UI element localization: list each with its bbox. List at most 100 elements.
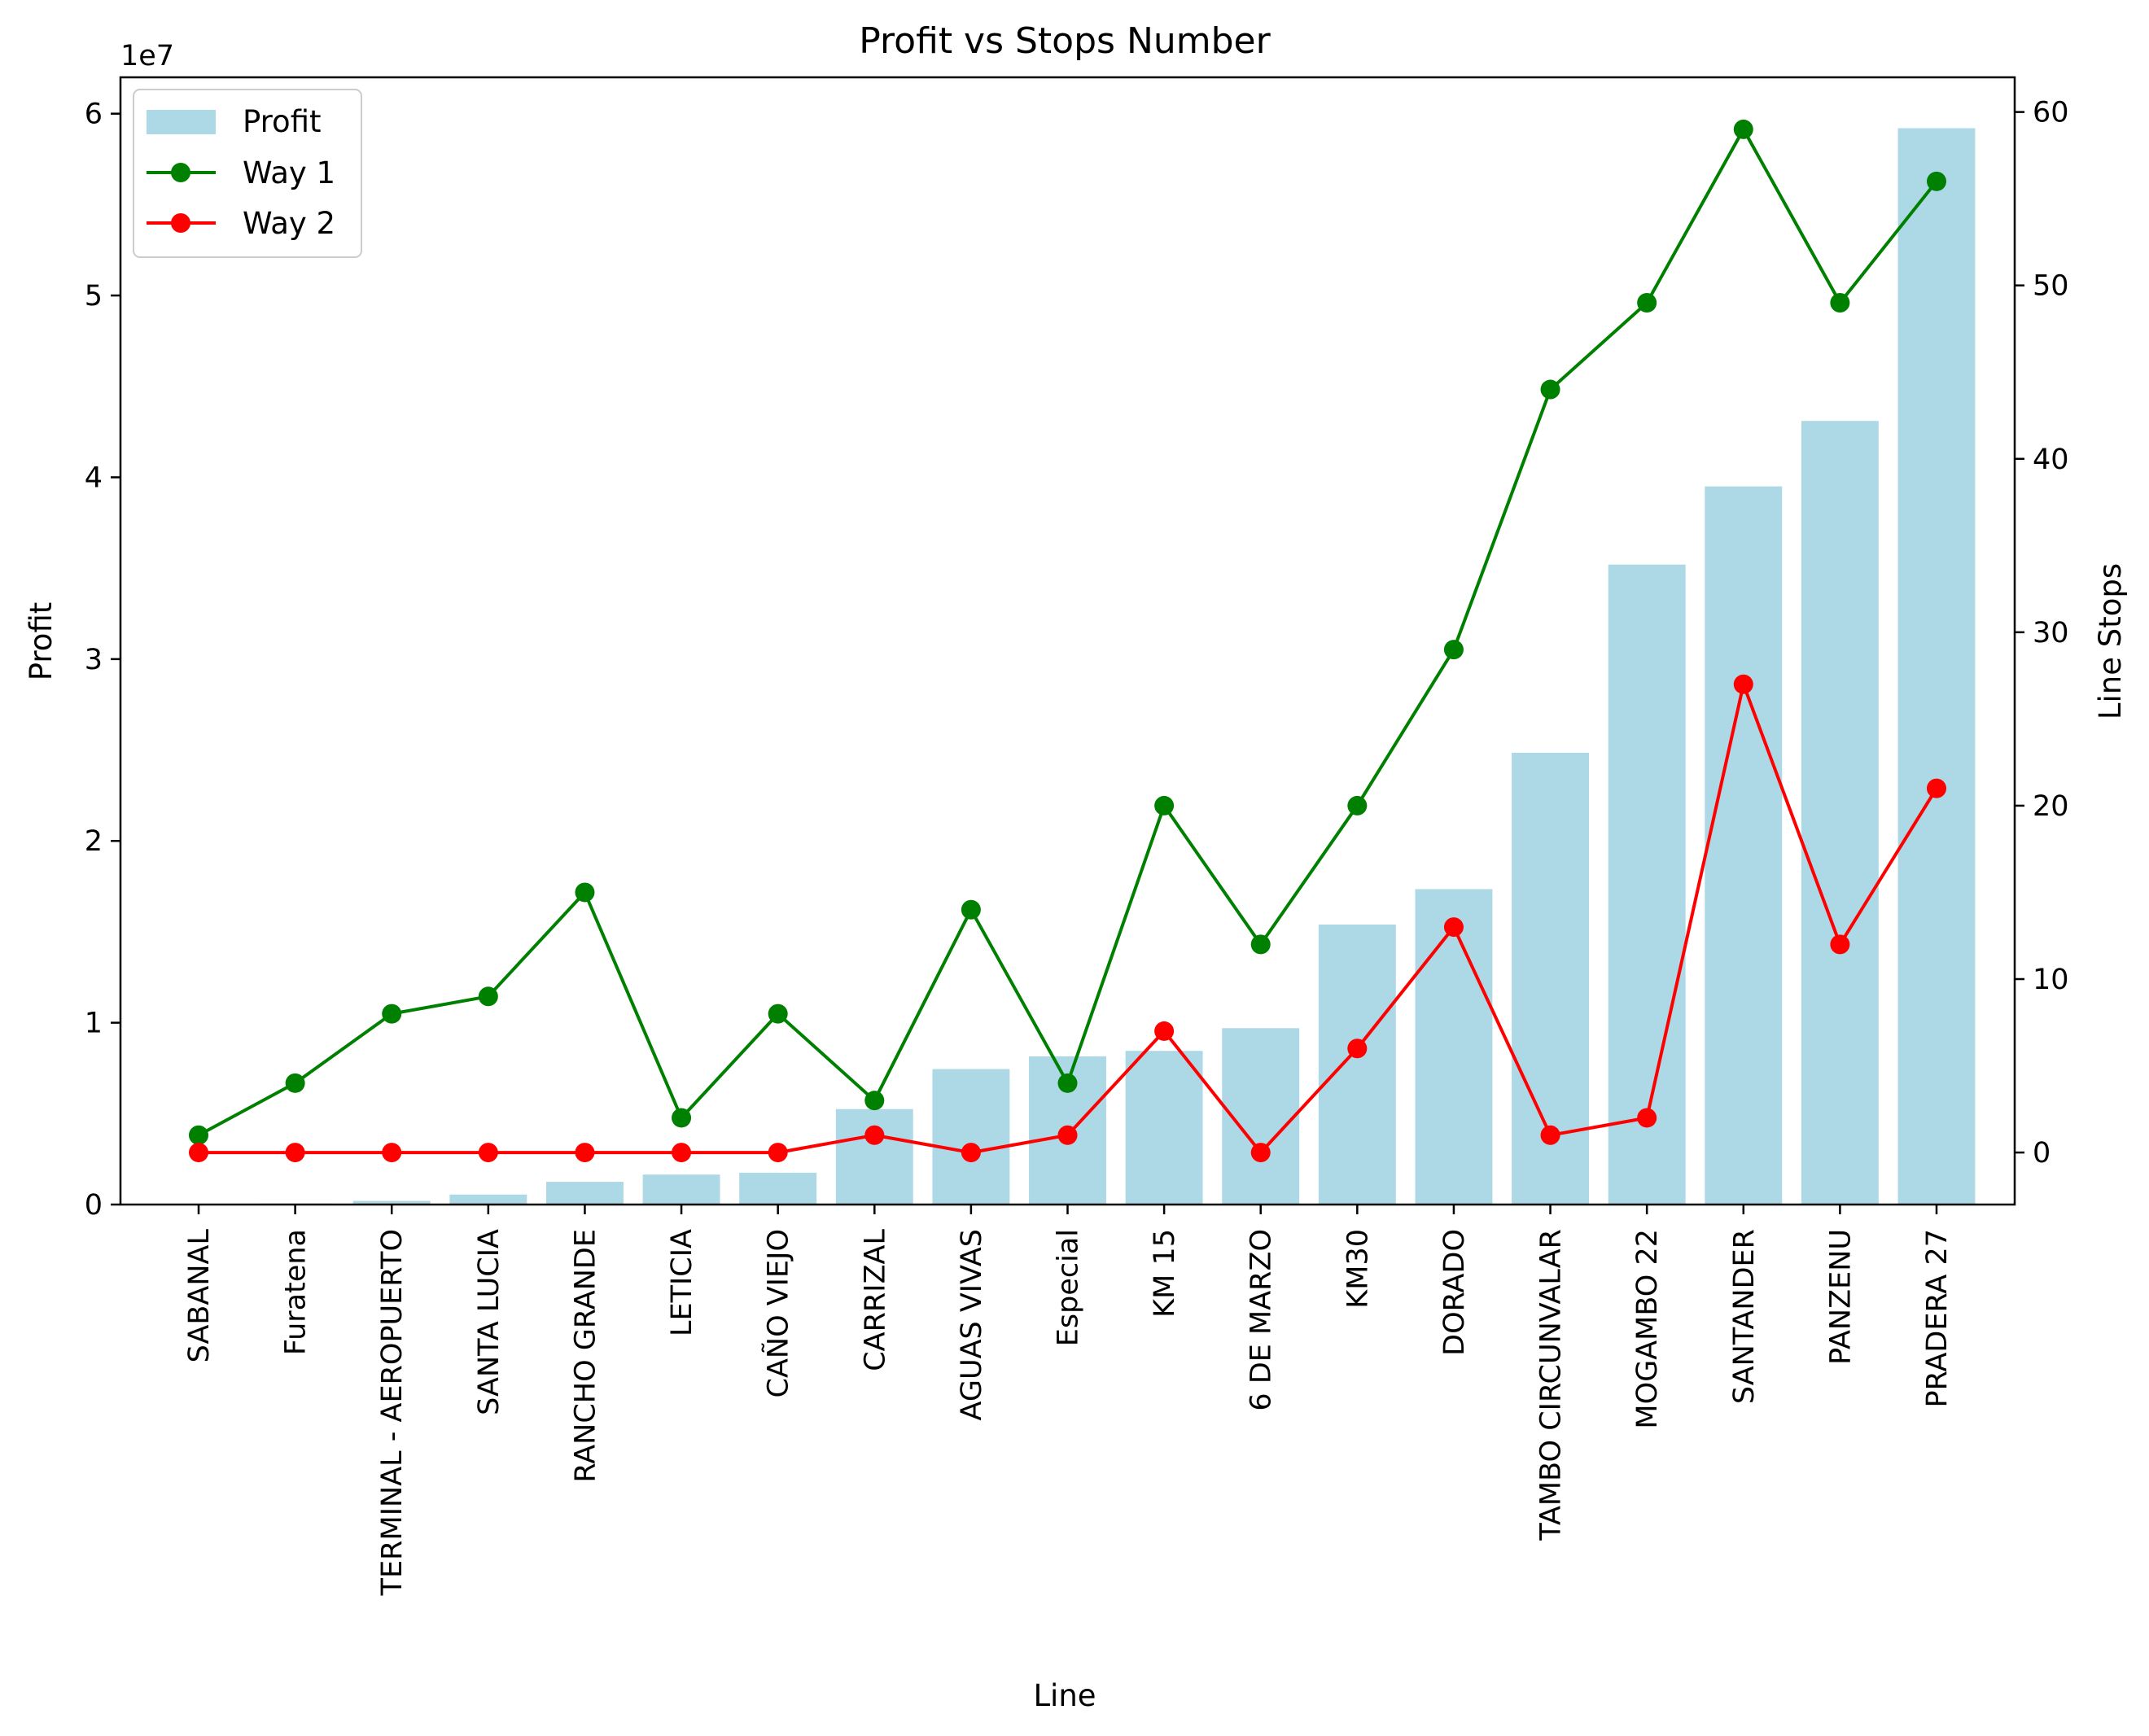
point-way-2-furatena (285, 1143, 305, 1163)
y-offset-text: 1e7 (120, 40, 174, 72)
point-way-1-furatena (285, 1073, 305, 1093)
y-tick-label: 1 (85, 1008, 103, 1040)
point-way-2-tambo-circunvalar (1540, 1125, 1560, 1145)
point-way-1-sabanal (189, 1125, 208, 1145)
x-tick-label-mogambo-22: MOGAMBO 22 (1631, 1229, 1664, 1429)
x-tick-label-santander: SANTANDER (1728, 1229, 1761, 1404)
y-axis-left: 0 1 2 3 4 5 6 (85, 98, 120, 1222)
point-way-2-leticia (672, 1143, 692, 1163)
bar-leticia (642, 1174, 720, 1205)
x-tick-label-leticia: LETICIA (666, 1229, 698, 1336)
legend-marker-way-2 (171, 213, 190, 233)
point-way-2-km30 (1347, 1039, 1368, 1059)
x-axis: SABANAL Furatena TERMINAL - AEROPUERTO SANT… (183, 1205, 1954, 1596)
y-tick-label: 3 (85, 644, 103, 676)
point-way-1-km30 (1347, 795, 1368, 816)
point-way-1-tambo-circunvalar (1540, 379, 1560, 400)
y-tick-label: 6 (85, 98, 103, 131)
y2-tick-label: 10 (2033, 964, 2069, 996)
point-way-2-santander (1733, 674, 1753, 694)
point-way-1-6-de-marzo (1250, 934, 1271, 955)
point-way-2-mogambo-22 (1637, 1108, 1657, 1128)
x-tick-label-rancho-grande: RANCHO GRANDE (569, 1229, 602, 1483)
legend-swatch-profit (147, 110, 216, 134)
y-tick-label: 2 (85, 825, 103, 858)
point-way-2-6-de-marzo (1250, 1143, 1271, 1163)
bar-km30 (1318, 924, 1396, 1205)
bar-carrizal (835, 1109, 913, 1205)
bar-aguas-vivas (932, 1069, 1010, 1205)
chart-title: Profit vs Stops Number (859, 20, 1271, 62)
bar-6-de-marzo (1222, 1028, 1300, 1205)
point-way-1-santa-lucia (478, 986, 498, 1007)
x-tick-label-km-15: KM 15 (1149, 1229, 1181, 1318)
bar-terminal-aeropuerto (352, 1200, 431, 1205)
point-way-1-dorado (1443, 640, 1464, 660)
legend-label-way-1: Way 1 (243, 155, 335, 190)
bars-layer (256, 128, 1976, 1205)
point-way-2-pradera-27 (1927, 778, 1946, 798)
bar-dorado (1415, 889, 1493, 1205)
x-tick-label-sabanal: SABANAL (183, 1229, 216, 1363)
y-axis-right: 0 10 20 30 40 50 60 (2015, 97, 2069, 1170)
legend-label-profit: Profit (243, 104, 322, 139)
legend: Profit Way 1 Way 2 (133, 89, 362, 258)
point-way-1-km-15 (1154, 795, 1175, 816)
point-way-1-santander (1733, 119, 1753, 139)
x-tick-label-furatena: Furatena (280, 1229, 313, 1355)
lines-layer (189, 119, 1946, 1163)
y2-tick-label: 50 (2033, 270, 2069, 303)
point-way-2-rancho-grande (575, 1143, 595, 1163)
point-way-2-km-15 (1154, 1021, 1175, 1041)
x-tick-label-dorado: DORADO (1438, 1229, 1471, 1356)
bar-km-15 (1125, 1051, 1203, 1205)
bar-ca-o-viejo (739, 1172, 817, 1205)
y2-axis-label: Line Stops (2093, 563, 2128, 719)
legend-marker-way-1 (171, 163, 190, 182)
point-way-2-santa-lucia (478, 1143, 498, 1163)
x-tick-label-carrizal: CARRIZAL (859, 1229, 891, 1371)
point-way-1-ca-o-viejo (768, 1004, 788, 1024)
x-tick-label-panzenu: PANZENU (1824, 1229, 1857, 1365)
x-tick-label-tambo-circunvalar: TAMBO CIRCUNVALAR (1535, 1229, 1568, 1541)
x-tick-label-pradera-27: PRADERA 27 (1921, 1229, 1954, 1408)
bar-pradera-27 (1897, 128, 1976, 1205)
y2-tick-label: 60 (2033, 97, 2069, 129)
y-axis-label: Profit (24, 602, 59, 681)
point-way-2-carrizal (864, 1125, 885, 1145)
legend-label-way-2: Way 2 (243, 206, 335, 241)
point-way-1-leticia (672, 1108, 692, 1128)
bar-santa-lucia (449, 1194, 527, 1205)
point-way-2-aguas-vivas (961, 1143, 981, 1163)
x-tick-label-km30: KM30 (1341, 1229, 1374, 1309)
point-way-2-dorado (1443, 917, 1464, 938)
y2-tick-label: 30 (2033, 617, 2069, 649)
point-way-2-especial (1057, 1125, 1078, 1145)
point-way-1-pradera-27 (1927, 171, 1946, 191)
x-tick-label-santa-lucia: SANTA LUCIA (473, 1229, 506, 1415)
bar-panzenu (1801, 421, 1879, 1205)
point-way-2-sabanal (189, 1143, 208, 1163)
point-way-2-ca-o-viejo (768, 1143, 788, 1163)
point-way-1-especial (1057, 1073, 1078, 1093)
y-tick-label: 0 (85, 1189, 103, 1222)
bar-santander (1705, 486, 1783, 1205)
x-axis-label: Line (1033, 1678, 1096, 1713)
y2-tick-label: 40 (2033, 444, 2069, 476)
point-way-1-panzenu (1830, 293, 1850, 313)
y2-tick-label: 0 (2033, 1137, 2051, 1170)
y-tick-label: 5 (85, 280, 103, 313)
y-tick-label: 4 (85, 461, 103, 494)
point-way-1-terminal-aeropuerto (382, 1004, 402, 1024)
x-tick-label-terminal-aeropuerto: TERMINAL - AEROPUERTO (376, 1229, 409, 1596)
bar-mogambo-22 (1608, 564, 1686, 1205)
x-tick-label-ca-o-viejo: CAÑO VIEJO (761, 1229, 795, 1398)
point-way-1-mogambo-22 (1637, 293, 1657, 313)
x-tick-label-especial: Especial (1053, 1229, 1085, 1346)
y2-tick-label: 20 (2033, 790, 2069, 823)
point-way-1-carrizal (864, 1091, 885, 1111)
bar-rancho-grande (546, 1182, 624, 1205)
point-way-1-rancho-grande (575, 882, 595, 903)
